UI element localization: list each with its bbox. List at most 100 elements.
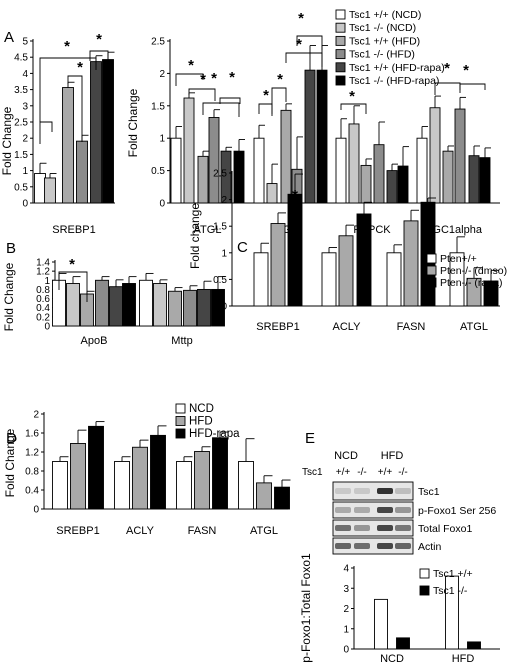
- y-tick-label: 0: [159, 199, 165, 210]
- category-label: ATGL: [460, 321, 488, 333]
- bar: [396, 637, 410, 650]
- category-label: SREBP1: [256, 321, 299, 333]
- significance-bracket: [219, 97, 241, 104]
- y-tick-label: 3: [22, 101, 28, 112]
- significance-bracket: [188, 88, 216, 101]
- significance-star: *: [155, 439, 161, 456]
- significance-bracket: [459, 83, 486, 90]
- bar: [253, 137, 265, 204]
- significance-star: *: [463, 62, 469, 79]
- significance-star: *: [217, 446, 223, 463]
- y-tick-label: 2: [221, 195, 227, 206]
- blot-band: [395, 488, 411, 494]
- y-tick-label: 0: [33, 505, 39, 516]
- legend-label: HFD: [189, 416, 213, 428]
- category-label: ATGL: [194, 224, 222, 236]
- significance-star: *: [69, 256, 75, 273]
- legend-label: Tsc1 +/+ (HFD-rapa): [349, 62, 445, 74]
- legend-swatch: [335, 75, 346, 86]
- significance-bracket: [296, 35, 323, 50]
- bar: [62, 87, 74, 204]
- bar: [274, 486, 290, 510]
- significance-star: *: [93, 433, 99, 450]
- legend-swatch: [175, 416, 186, 426]
- bar: [397, 165, 409, 204]
- bar: [403, 220, 419, 307]
- blot-band: [377, 543, 393, 549]
- bar: [90, 61, 102, 204]
- bar: [374, 598, 388, 650]
- legend-label: Tsc1 -/- (HFD): [349, 49, 415, 61]
- significance-bracket: [39, 121, 53, 144]
- category-label: HFD: [452, 653, 475, 664]
- blot-strip: [332, 519, 414, 537]
- significance-star: *: [349, 88, 355, 105]
- y-tick-label: 0: [44, 322, 50, 333]
- bar: [168, 290, 182, 327]
- category-label: SREBP1: [56, 525, 99, 537]
- blot-genotype-label: -/-: [398, 467, 407, 478]
- bar: [360, 164, 372, 204]
- significance-bracket: [285, 52, 323, 67]
- significance-bracket: [58, 271, 88, 302]
- legend-swatch: [335, 22, 346, 33]
- y-tick-label: 0.6: [36, 294, 50, 305]
- bar: [122, 283, 136, 327]
- y-tick-label: 5: [22, 37, 28, 48]
- bar: [66, 283, 80, 327]
- blot-band: [335, 525, 351, 531]
- significance-bracket: [89, 50, 109, 61]
- legend-label: Pten-/- (rapa): [440, 277, 502, 289]
- category-label: FASN: [397, 321, 426, 333]
- bar: [233, 150, 245, 204]
- blot-group-label: NCD: [334, 450, 358, 462]
- significance-bracket: [271, 87, 287, 116]
- y-tick-label: 1.2: [36, 267, 50, 278]
- blot-band: [377, 525, 393, 531]
- legend-swatch: [335, 9, 346, 20]
- bar: [256, 482, 272, 510]
- y-axis-label: p-Foxo1:Total Foxo1: [299, 553, 313, 663]
- blot-band: [335, 507, 351, 513]
- bar: [386, 170, 398, 204]
- legend-swatch: [426, 265, 437, 276]
- significance-star: *: [200, 71, 206, 88]
- bar: [280, 109, 292, 204]
- y-tick-label: 0.2: [36, 312, 50, 323]
- legend-swatch: [335, 35, 346, 46]
- legend-label: Tsc1 -/- (HFD-rapa): [349, 75, 439, 87]
- blot-band: [354, 543, 370, 549]
- category-label: SREBP1: [52, 224, 95, 236]
- significance-bracket: [202, 102, 240, 117]
- significance-bracket: [340, 103, 367, 114]
- significance-star: *: [96, 31, 102, 48]
- blot-band: [395, 543, 411, 549]
- y-tick-label: 0.5: [151, 166, 165, 177]
- panel-letter: A: [4, 29, 14, 46]
- legend-label: Pten-/- (dmso): [440, 265, 507, 277]
- y-tick-label: 2: [159, 69, 165, 80]
- y-tick-label: 1.5: [213, 222, 227, 233]
- y-tick-label: 0.5: [14, 182, 28, 193]
- blot-band-label: Actin: [418, 541, 442, 553]
- category-label: FASN: [188, 525, 217, 537]
- category-label: ACLY: [333, 321, 362, 333]
- y-tick-label: 0: [221, 302, 227, 313]
- significance-bracket: [175, 73, 204, 86]
- legend-swatch: [426, 253, 437, 264]
- bar: [429, 107, 441, 204]
- y-tick-label: 3: [343, 584, 349, 595]
- significance-star: *: [444, 60, 450, 77]
- significance-star: *: [361, 215, 367, 232]
- significance-star: *: [229, 69, 235, 86]
- bar: [109, 286, 123, 327]
- bar: [197, 288, 211, 327]
- blot-band: [377, 488, 393, 494]
- blot-band: [377, 507, 393, 513]
- bar: [442, 150, 454, 204]
- y-tick-label: 1.6: [25, 429, 39, 440]
- bar: [70, 443, 86, 510]
- bar: [304, 69, 316, 204]
- bar: [194, 451, 210, 510]
- bar: [468, 155, 480, 204]
